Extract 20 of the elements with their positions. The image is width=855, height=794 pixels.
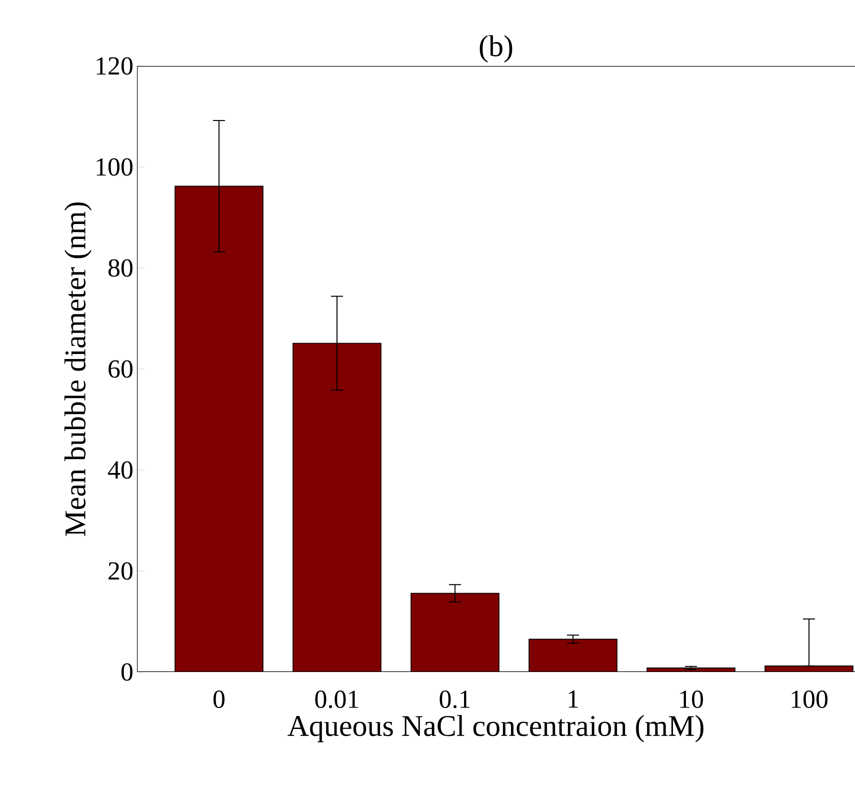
bar — [175, 186, 264, 672]
y-tick-label: 120 — [96, 57, 132, 75]
x-tick-label: 100 — [792, 690, 828, 708]
y-tick-label: 0 — [121, 663, 132, 681]
x-tick-label: 0.01 — [315, 690, 358, 708]
y-tick-label: 40 — [108, 461, 132, 479]
y-axis-title: Mean bubble diameter (nm) — [64, 202, 92, 536]
y-tick-label: 20 — [108, 562, 132, 580]
y-tick-label: 100 — [96, 158, 132, 176]
chart-title: (b) — [480, 35, 512, 62]
bar — [411, 593, 499, 672]
x-tick-label: 10 — [680, 690, 704, 708]
x-tick-label: 0 — [213, 690, 225, 708]
x-tick-label: 1 — [568, 690, 578, 708]
bar — [293, 343, 382, 672]
x-axis-title: Aqueous NaCl concentraion (mM) — [288, 715, 704, 742]
y-tick-label: 80 — [108, 259, 132, 277]
bar — [528, 639, 617, 672]
x-tick-label: 0.1 — [440, 690, 470, 708]
y-tick-label: 60 — [108, 360, 132, 378]
